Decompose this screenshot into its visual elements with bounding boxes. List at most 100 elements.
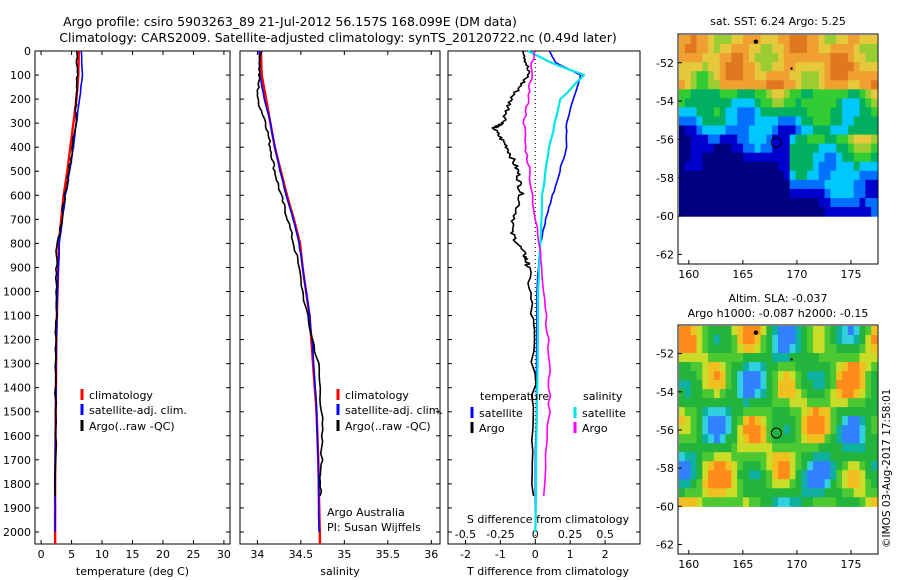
map-cell (865, 443, 872, 453)
map-cell (836, 344, 843, 354)
map-cell (702, 344, 709, 354)
map-cell (748, 488, 756, 498)
map-cell (801, 371, 808, 381)
map-cell (812, 344, 820, 354)
map-cell (702, 380, 709, 390)
map-cell (754, 44, 762, 54)
map-cell (743, 389, 750, 399)
map-cell (783, 380, 791, 390)
map-cell (690, 443, 698, 453)
map-cell (789, 35, 797, 45)
map-cell (719, 497, 727, 507)
map-cell (702, 107, 709, 118)
map-cell (842, 197, 849, 208)
map-cell (783, 170, 791, 181)
map-cell (731, 479, 738, 489)
map-cell (766, 62, 773, 72)
map-cell (853, 98, 861, 109)
map-cell (778, 62, 785, 72)
map-cell (859, 326, 866, 336)
map-cell (696, 416, 703, 426)
map-cell (713, 362, 721, 372)
map-cell (818, 170, 826, 181)
map-cell (702, 479, 709, 489)
map-cell (743, 44, 750, 54)
map-cell (684, 188, 692, 199)
map-cell (702, 326, 709, 336)
map-cell (783, 470, 791, 480)
map-cell (801, 452, 808, 462)
map-cell (871, 143, 878, 154)
map-cell (713, 80, 721, 90)
map-cell (859, 152, 866, 163)
map-cell (690, 134, 698, 145)
x-tick-label-s: 0 (532, 528, 539, 541)
map-cell (743, 479, 750, 489)
map-cell (719, 470, 727, 480)
map-cell (725, 161, 733, 172)
map-cell (684, 416, 692, 426)
map-cell (865, 179, 872, 190)
map-cell (801, 443, 808, 453)
map-cell (830, 161, 837, 172)
map-cell (778, 161, 785, 172)
map-cell (725, 443, 733, 453)
map-cell (708, 425, 715, 435)
map-cell (830, 197, 837, 208)
map-cell (842, 452, 849, 462)
x-tick-label: 20 (156, 548, 170, 561)
map-cell (702, 80, 709, 90)
map-cell (795, 362, 802, 372)
map-cell (743, 207, 750, 217)
map-cell (719, 62, 727, 72)
map-cell (795, 89, 802, 99)
map-cell (772, 488, 779, 498)
map-cell (807, 161, 814, 172)
map-cell (830, 461, 837, 471)
map-cell (795, 80, 802, 90)
series-line-satelliteadjclim (258, 50, 320, 533)
map-cell (789, 207, 797, 217)
map-cell (679, 326, 686, 336)
map-cell (818, 371, 826, 381)
map-cell (824, 461, 832, 471)
legend-label: climatology (89, 389, 153, 402)
map-cell (871, 44, 878, 54)
y-tick-label: 300 (10, 117, 31, 130)
map-cell (766, 326, 773, 336)
map-cell (830, 470, 837, 480)
x-tick-label: 160 (678, 268, 699, 281)
map-cell (702, 44, 709, 54)
map-cell (766, 170, 773, 181)
map-cell (690, 488, 698, 498)
title-line2: Climatology: CARS2009. Satellite-adjuste… (59, 30, 616, 45)
map-cell (871, 326, 878, 336)
map-cell (684, 62, 692, 72)
map-cell (748, 326, 756, 336)
map-cell (807, 107, 814, 118)
map-cell (690, 116, 698, 127)
map-cell (754, 207, 762, 217)
map-cell (859, 53, 866, 63)
map-cell (713, 89, 721, 99)
map-cell (760, 53, 767, 63)
map-cell (696, 89, 703, 99)
map-cell (830, 62, 837, 72)
map-cell (824, 407, 832, 417)
map-cell (789, 353, 797, 363)
map-cell (842, 443, 849, 453)
map-cell (754, 116, 762, 127)
map-cell (731, 344, 738, 354)
x-tick-label: -2 (460, 548, 471, 561)
map-cell (708, 44, 715, 54)
map-cell (696, 425, 703, 435)
map-cell (696, 389, 703, 399)
map-cell (801, 116, 808, 127)
map-cell (795, 335, 802, 345)
map-cell (853, 53, 861, 63)
sla-map-panel: 160 165 170 175 -52 -54 -56 -58 -60 -62 Altim. SLA… (656, 292, 879, 571)
map-cell (725, 125, 733, 136)
map-cell (766, 371, 773, 381)
map-cell (684, 425, 692, 435)
